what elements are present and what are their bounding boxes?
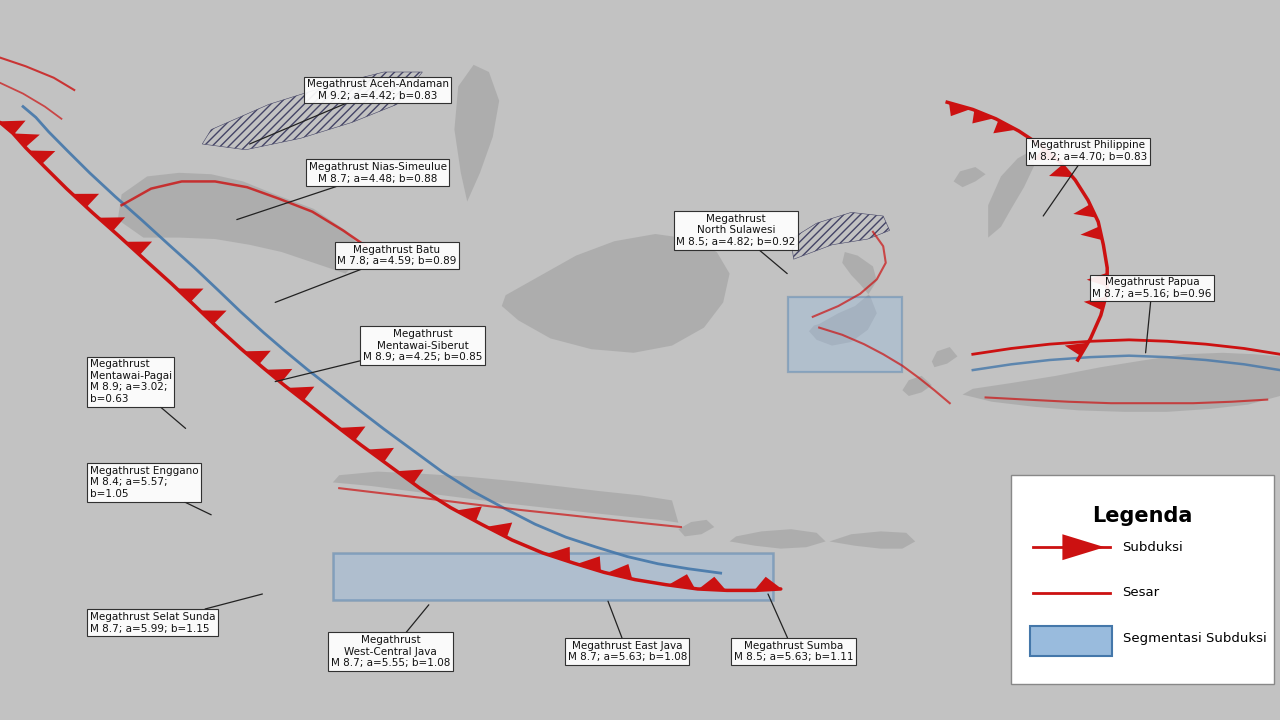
Text: Megathrust Philippine
M 8.2; a=4.70; b=0.83: Megathrust Philippine M 8.2; a=4.70; b=0… bbox=[1028, 140, 1148, 216]
Text: Legenda: Legenda bbox=[1092, 506, 1193, 526]
Polygon shape bbox=[397, 469, 424, 484]
Polygon shape bbox=[244, 351, 271, 364]
FancyBboxPatch shape bbox=[333, 553, 773, 600]
Polygon shape bbox=[547, 546, 570, 562]
Polygon shape bbox=[988, 151, 1034, 238]
Polygon shape bbox=[339, 426, 366, 441]
Text: Megathrust Sumba
M 8.5; a=5.63; b=1.11: Megathrust Sumba M 8.5; a=5.63; b=1.11 bbox=[733, 594, 854, 662]
Polygon shape bbox=[502, 234, 730, 353]
Polygon shape bbox=[125, 242, 152, 255]
Polygon shape bbox=[1033, 148, 1057, 160]
Polygon shape bbox=[1065, 343, 1088, 356]
Polygon shape bbox=[829, 531, 915, 549]
Polygon shape bbox=[809, 252, 877, 346]
Polygon shape bbox=[288, 387, 315, 400]
Polygon shape bbox=[902, 376, 932, 396]
Text: Megathrust Aceh-Andaman
M 9.2; a=4.42; b=0.83: Megathrust Aceh-Andaman M 9.2; a=4.42; b… bbox=[250, 79, 448, 144]
Polygon shape bbox=[177, 289, 204, 302]
FancyBboxPatch shape bbox=[0, 0, 1280, 720]
Polygon shape bbox=[367, 448, 394, 462]
Text: Megathrust
West-Central Java
M 8.7; a=5.55; b=1.08: Megathrust West-Central Java M 8.7; a=5.… bbox=[330, 605, 451, 668]
Polygon shape bbox=[1074, 204, 1096, 217]
Polygon shape bbox=[0, 121, 26, 134]
Polygon shape bbox=[72, 194, 99, 207]
Text: Subduksi: Subduksi bbox=[1123, 541, 1183, 554]
Text: Sesar: Sesar bbox=[1123, 586, 1160, 599]
Polygon shape bbox=[963, 353, 1280, 412]
Polygon shape bbox=[28, 150, 55, 164]
Polygon shape bbox=[993, 120, 1016, 133]
Polygon shape bbox=[333, 472, 678, 523]
Text: Megathrust Selat Sunda
M 8.7; a=5.99; b=1.15: Megathrust Selat Sunda M 8.7; a=5.99; b=… bbox=[90, 594, 262, 634]
FancyBboxPatch shape bbox=[1011, 475, 1274, 684]
Text: Segmentasi Subduksi: Segmentasi Subduksi bbox=[1123, 632, 1266, 645]
Text: Megathrust Batu
M 7.8; a=4.59; b=0.89: Megathrust Batu M 7.8; a=4.59; b=0.89 bbox=[275, 245, 457, 302]
Polygon shape bbox=[730, 529, 826, 549]
Polygon shape bbox=[577, 557, 600, 572]
Polygon shape bbox=[265, 369, 292, 382]
Text: Megathrust
Mentawai-Pagai
M 8.9; a=3.02;
b=0.63: Megathrust Mentawai-Pagai M 8.9; a=3.02;… bbox=[90, 359, 186, 428]
Polygon shape bbox=[948, 103, 972, 116]
Polygon shape bbox=[678, 520, 714, 536]
Text: Megathrust Papua
M 8.7; a=5.16; b=0.96: Megathrust Papua M 8.7; a=5.16; b=0.96 bbox=[1092, 277, 1212, 353]
Text: Megathrust East Java
M 8.7; a=5.63; b=1.08: Megathrust East Java M 8.7; a=5.63; b=1.… bbox=[567, 601, 687, 662]
Polygon shape bbox=[99, 217, 125, 231]
Polygon shape bbox=[1080, 226, 1102, 240]
Polygon shape bbox=[13, 133, 40, 148]
Polygon shape bbox=[668, 574, 695, 589]
FancyBboxPatch shape bbox=[1030, 626, 1112, 656]
Polygon shape bbox=[699, 577, 726, 590]
Polygon shape bbox=[118, 173, 365, 274]
Polygon shape bbox=[1084, 297, 1106, 310]
Polygon shape bbox=[1062, 534, 1105, 560]
Polygon shape bbox=[607, 564, 632, 579]
Polygon shape bbox=[454, 65, 499, 202]
Polygon shape bbox=[973, 110, 995, 123]
Text: Megathrust
North Sulawesi
M 8.5; a=4.82; b=0.92: Megathrust North Sulawesi M 8.5; a=4.82;… bbox=[676, 214, 796, 274]
FancyBboxPatch shape bbox=[788, 297, 902, 372]
Text: Megathrust
Mentawai-Siberut
M 8.9; a=4.25; b=0.85: Megathrust Mentawai-Siberut M 8.9; a=4.2… bbox=[275, 329, 483, 382]
Text: Megathrust Nias-Simeulue
M 8.7; a=4.48; b=0.88: Megathrust Nias-Simeulue M 8.7; a=4.48; … bbox=[237, 162, 447, 220]
Polygon shape bbox=[1050, 165, 1073, 177]
Polygon shape bbox=[932, 347, 957, 367]
Polygon shape bbox=[456, 507, 481, 521]
Polygon shape bbox=[200, 310, 227, 324]
Text: Megathrust Enggano
M 8.4; a=5.57;
b=1.05: Megathrust Enggano M 8.4; a=5.57; b=1.05 bbox=[90, 466, 211, 515]
Polygon shape bbox=[754, 577, 782, 590]
Polygon shape bbox=[1087, 273, 1107, 287]
Polygon shape bbox=[954, 167, 986, 187]
Polygon shape bbox=[486, 523, 512, 537]
